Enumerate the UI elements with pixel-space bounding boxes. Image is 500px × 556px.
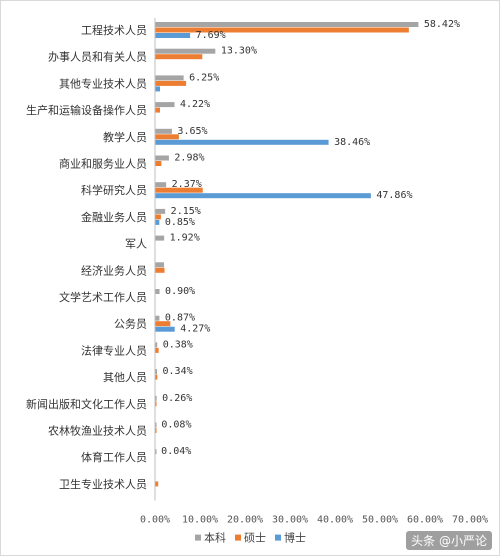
legend-swatch bbox=[195, 534, 201, 541]
legend-swatch bbox=[235, 534, 241, 541]
category-label: 公务员 bbox=[114, 318, 147, 331]
data-label: 4.22% bbox=[180, 99, 210, 110]
bar-本科 bbox=[155, 289, 160, 294]
bar-硕士 bbox=[155, 374, 158, 380]
bar-本科 bbox=[155, 75, 184, 81]
x-tick-label: 40.00% bbox=[317, 515, 353, 526]
bar-硕士 bbox=[155, 401, 157, 407]
bar-博士 bbox=[155, 33, 191, 38]
bar-本科 bbox=[155, 22, 419, 27]
bar-本科 bbox=[155, 369, 158, 375]
data-label: 7.69% bbox=[196, 30, 226, 41]
category-label: 文学艺术工作人员 bbox=[59, 290, 147, 304]
x-axis-ticks: 0.00% 10.00% 20.00% 30.00% 40.00% 50.00% 60.00… bbox=[140, 515, 488, 526]
category-label: 其他人员 bbox=[103, 371, 147, 384]
bar-本科 bbox=[155, 449, 157, 455]
bar-硕士 bbox=[155, 481, 159, 487]
data-label: 58.42% bbox=[424, 19, 460, 30]
bar-本科 bbox=[155, 235, 165, 241]
data-label: 2.37% bbox=[172, 179, 202, 190]
bar-硕士 bbox=[155, 161, 162, 166]
bar-本科 bbox=[155, 395, 157, 401]
bar-本科 bbox=[155, 128, 172, 134]
legend-swatch bbox=[275, 534, 281, 541]
x-tick-label: 0.00% bbox=[140, 515, 170, 526]
data-label: 0.26% bbox=[162, 393, 192, 404]
category-label: 教学人员 bbox=[103, 130, 147, 144]
data-label: 38.46% bbox=[334, 137, 370, 148]
bar-硕士 bbox=[155, 321, 171, 327]
bar-硕士 bbox=[155, 214, 161, 220]
bar-博士 bbox=[155, 139, 329, 145]
legend: 本科 硕士 博士 bbox=[195, 531, 306, 545]
category-label: 金融业务人员 bbox=[81, 210, 147, 224]
bar-硕士 bbox=[155, 27, 409, 33]
legend-label: 本科 bbox=[204, 531, 226, 545]
category-label: 科学研究人员 bbox=[81, 183, 147, 197]
bar-本科 bbox=[155, 315, 160, 321]
data-label: 0.87% bbox=[165, 313, 195, 324]
bar-本科 bbox=[155, 182, 167, 188]
category-label: 其他专业技术人员 bbox=[59, 76, 147, 90]
bar-硕士 bbox=[155, 134, 179, 140]
bar-硕士 bbox=[155, 267, 165, 273]
category-label: 军人 bbox=[125, 238, 147, 251]
bar-硕士 bbox=[155, 107, 160, 113]
category-labels: 工程技术人员办事人员和有关人员其他专业技术人员生产和运输设备操作人员教学人员商业… bbox=[26, 24, 147, 491]
bar-博士 bbox=[155, 193, 371, 199]
data-label: 0.04% bbox=[161, 446, 191, 457]
category-label: 办事人员和有关人员 bbox=[48, 50, 147, 64]
x-tick-label: 60.00% bbox=[407, 515, 443, 526]
bar-硕士 bbox=[155, 80, 187, 86]
bar-博士 bbox=[155, 219, 160, 225]
data-label: 0.38% bbox=[163, 339, 193, 350]
category-label: 体育工作人员 bbox=[81, 450, 147, 464]
bar-本科 bbox=[155, 342, 158, 348]
watermark: 头条 @小严论 bbox=[406, 531, 492, 550]
category-label: 农林牧渔业技术人员 bbox=[48, 424, 147, 438]
data-label: 47.86% bbox=[376, 190, 412, 201]
bars bbox=[155, 22, 419, 487]
x-tick-label: 50.00% bbox=[362, 515, 398, 526]
bar-本科 bbox=[155, 102, 175, 108]
bar-硕士 bbox=[155, 54, 203, 60]
bar-博士 bbox=[155, 86, 160, 92]
category-label: 卫生专业技术人员 bbox=[59, 477, 147, 491]
data-label: 2.98% bbox=[174, 153, 204, 164]
data-label: 0.90% bbox=[165, 286, 195, 297]
category-label: 工程技术人员 bbox=[81, 24, 147, 37]
category-label: 生产和运输设备操作人员 bbox=[26, 103, 147, 117]
data-label: 6.25% bbox=[189, 72, 219, 83]
bar-本科 bbox=[155, 262, 165, 268]
data-labels: 58.42% 7.69% 13.30% 6.25% 4.22% 3.65% 38.46% 2.… bbox=[161, 19, 460, 457]
data-label: 1.92% bbox=[170, 233, 200, 244]
bar-硕士 bbox=[155, 428, 157, 433]
category-label: 商业和服务业人员 bbox=[59, 157, 147, 171]
bar-本科 bbox=[155, 422, 157, 428]
bar-硕士 bbox=[155, 347, 159, 353]
data-label: 4.27% bbox=[180, 324, 210, 335]
data-label: 13.30% bbox=[221, 46, 257, 57]
category-label: 法律专业人员 bbox=[81, 343, 147, 357]
bar-本科 bbox=[155, 155, 169, 161]
x-tick-label: 10.00% bbox=[182, 515, 218, 526]
legend-label: 硕士 bbox=[244, 532, 266, 545]
category-label: 经济业务人员 bbox=[81, 263, 147, 277]
bar-硕士 bbox=[155, 187, 203, 193]
x-tick-label: 20.00% bbox=[227, 515, 263, 526]
x-tick-label: 30.00% bbox=[272, 515, 308, 526]
data-label: 0.34% bbox=[163, 366, 193, 377]
data-label: 0.85% bbox=[165, 217, 195, 228]
category-label: 新闻出版和文化工作人员 bbox=[26, 397, 147, 411]
data-label: 2.15% bbox=[171, 206, 201, 217]
x-tick-label: 70.00% bbox=[452, 515, 488, 526]
bar-本科 bbox=[155, 208, 166, 214]
bar-博士 bbox=[155, 326, 175, 332]
legend-label: 博士 bbox=[284, 532, 306, 545]
data-label: 3.65% bbox=[177, 126, 207, 137]
bar-本科 bbox=[155, 48, 216, 54]
data-label: 0.08% bbox=[161, 420, 191, 431]
